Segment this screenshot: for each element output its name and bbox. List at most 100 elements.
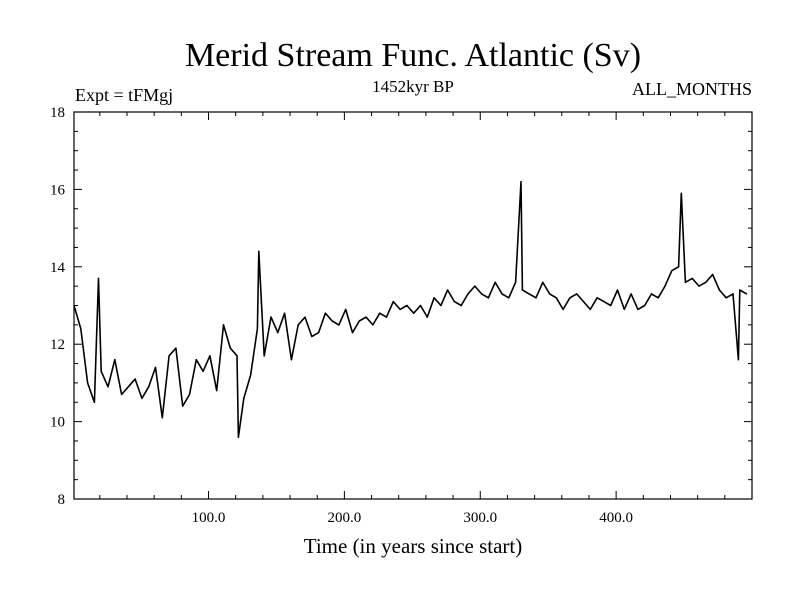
data-point [258, 250, 260, 252]
data-point [216, 390, 218, 392]
data-point [447, 289, 449, 291]
data-point [508, 297, 510, 299]
chart-subtitle: 1452kyr BP [372, 77, 454, 96]
data-point [154, 366, 157, 368]
data-point [97, 277, 100, 279]
axis-tick-labels: 100.0 200.0 300.0 400.0 8 10 12 14 16 18 [50, 105, 633, 526]
x-tick-label: 400.0 [599, 510, 633, 526]
y-tick-label: 16 [50, 182, 66, 198]
data-point [222, 324, 225, 326]
x-tick-label: 100.0 [192, 510, 226, 526]
series-line [73, 180, 747, 438]
data-point [209, 355, 211, 357]
y-tick-label: 8 [58, 492, 66, 508]
data-point [263, 355, 265, 357]
data-point [114, 359, 116, 361]
data-point [453, 301, 455, 303]
data-point [392, 301, 394, 303]
data-point [460, 304, 462, 307]
data-point [236, 355, 238, 357]
data-point [737, 359, 740, 361]
data-point [365, 316, 367, 318]
data-point [121, 393, 123, 396]
data-point [474, 285, 476, 287]
data-point [168, 355, 170, 357]
data-point [148, 386, 150, 388]
data-point [657, 297, 659, 299]
data-point [372, 324, 374, 326]
data-points [73, 181, 748, 438]
data-point [304, 316, 306, 318]
data-point [623, 308, 625, 310]
data-point [487, 297, 489, 299]
data-point [379, 312, 381, 314]
data-point [297, 324, 299, 326]
data-point [385, 316, 388, 318]
data-point [93, 401, 95, 403]
data-point [229, 347, 231, 349]
data-point [684, 281, 687, 283]
data-point [739, 289, 741, 291]
data-point [494, 281, 496, 283]
data-point [705, 281, 707, 283]
plot-frame [73, 111, 753, 500]
data-point [413, 312, 415, 314]
data-point [440, 304, 442, 307]
data-point [582, 301, 585, 303]
data-point [603, 301, 605, 303]
data-point [188, 393, 191, 396]
data-point [732, 293, 734, 295]
data-point [324, 312, 326, 314]
data-point [589, 308, 591, 310]
data-point [277, 332, 279, 334]
data-point [161, 417, 163, 419]
y-tick-label: 18 [50, 105, 65, 121]
data-point [256, 328, 258, 330]
data-point [671, 270, 673, 272]
data-point [481, 293, 483, 295]
data-point [284, 312, 286, 314]
data-point [175, 347, 177, 349]
data-point [596, 297, 598, 299]
data-point [528, 293, 530, 295]
x-tick-label: 200.0 [328, 510, 362, 526]
data-point [637, 308, 639, 310]
data-point [542, 281, 544, 283]
data-point [725, 297, 727, 299]
x-axis-label: Time (in years since start) [304, 534, 523, 558]
data-point [141, 397, 143, 399]
data-point [650, 293, 653, 295]
data-point [718, 289, 721, 291]
data-point [515, 281, 517, 283]
data-point [535, 297, 537, 299]
data-point [680, 192, 682, 194]
data-point [576, 293, 578, 295]
data-point [630, 293, 632, 295]
data-point [691, 277, 693, 279]
data-point [419, 304, 422, 307]
data-point [318, 332, 320, 334]
data-point [562, 308, 564, 310]
data-point [746, 293, 748, 295]
data-point [610, 304, 612, 307]
data-point [426, 316, 428, 318]
data-point [712, 273, 714, 276]
experiment-label: Expt = tFMgj [75, 85, 173, 105]
data-point [520, 181, 522, 183]
axis-ticks [74, 112, 752, 499]
data-point [345, 308, 347, 310]
data-point [202, 370, 204, 372]
data-point [569, 297, 571, 299]
data-point [521, 289, 524, 291]
data-point [127, 386, 129, 388]
data-point [664, 285, 666, 287]
data-point [501, 293, 503, 295]
data-point [311, 335, 313, 338]
data-point [80, 328, 82, 330]
data-point [195, 359, 197, 361]
data-point [467, 293, 469, 295]
y-tick-label: 14 [50, 260, 66, 276]
data-point [644, 304, 646, 307]
data-point [433, 297, 435, 299]
data-point [290, 359, 292, 361]
